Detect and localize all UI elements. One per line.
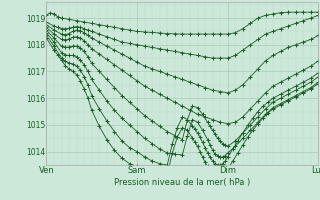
X-axis label: Pression niveau de la mer( hPa ): Pression niveau de la mer( hPa )	[114, 178, 251, 187]
